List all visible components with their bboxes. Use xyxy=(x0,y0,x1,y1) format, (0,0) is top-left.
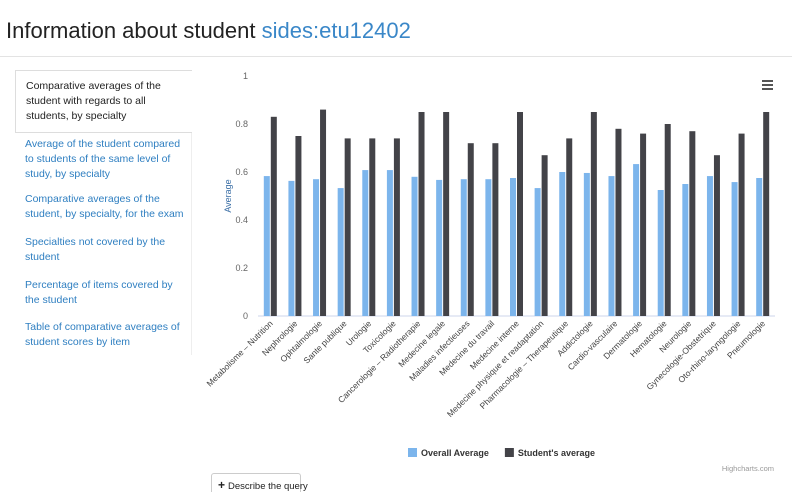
x-tick-label: Sante publique xyxy=(301,318,348,365)
bar xyxy=(590,112,597,316)
bar xyxy=(706,176,713,316)
bar xyxy=(517,112,523,316)
bar xyxy=(443,112,450,316)
legend-swatch xyxy=(504,448,514,457)
page-title: Information about student sides:etu12402 xyxy=(6,18,411,44)
legend-label: Student's average xyxy=(518,448,595,458)
bar xyxy=(559,172,566,316)
bar xyxy=(411,176,418,316)
bar xyxy=(270,116,277,316)
bar xyxy=(485,179,492,316)
bar xyxy=(664,124,671,316)
y-tick-label: 0.2 xyxy=(235,263,248,273)
nav-item[interactable]: Specialties not covered by the student xyxy=(25,236,166,263)
bar xyxy=(288,180,295,316)
menu-icon[interactable] xyxy=(762,80,773,90)
sidebar: Comparative averages of the student with… xyxy=(15,70,192,355)
menu-bar xyxy=(762,80,773,82)
bar xyxy=(460,179,467,316)
bar xyxy=(393,138,400,316)
student-id[interactable]: sides:etu12402 xyxy=(261,18,411,43)
bar xyxy=(731,182,738,316)
y-tick-label: 0.4 xyxy=(235,215,248,225)
bar xyxy=(386,170,393,316)
nav-item[interactable]: Comparative averages of the student, by … xyxy=(25,193,184,220)
y-tick-label: 1 xyxy=(243,71,248,81)
bar xyxy=(657,190,664,316)
legend-label: Overall Average xyxy=(421,448,489,458)
bar xyxy=(295,136,302,316)
bar xyxy=(534,188,541,316)
y-tick-label: 0.8 xyxy=(235,119,248,129)
bar xyxy=(608,176,615,316)
bar xyxy=(510,178,516,316)
bar xyxy=(633,164,640,316)
bar xyxy=(583,172,590,316)
bar xyxy=(344,138,351,316)
nav-item[interactable]: Table of comparative averages of student… xyxy=(25,321,180,348)
bar xyxy=(313,179,320,316)
y-tick-label: 0 xyxy=(243,311,248,321)
bar xyxy=(337,188,344,316)
y-axis-title: Average xyxy=(223,179,233,212)
describe-query-button[interactable]: + Describe the query xyxy=(211,473,308,492)
bar xyxy=(640,133,647,316)
nav-item[interactable]: Comparative averages of the student with… xyxy=(15,70,192,133)
bar xyxy=(566,138,573,316)
bar xyxy=(713,155,720,316)
bar xyxy=(418,112,425,316)
bar xyxy=(682,184,689,316)
title-text: Information about student xyxy=(6,18,256,43)
nav-item[interactable]: Percentage of items covered by the stude… xyxy=(25,279,173,306)
bar xyxy=(320,109,327,316)
bar xyxy=(689,131,696,316)
menu-bar xyxy=(762,88,773,90)
bar xyxy=(263,176,270,316)
y-tick-label: 0.6 xyxy=(235,167,248,177)
bar xyxy=(615,128,622,316)
bar xyxy=(362,170,369,316)
bar xyxy=(467,143,474,316)
button-label: Describe the query xyxy=(228,481,308,492)
bar xyxy=(738,133,745,316)
bar xyxy=(756,178,763,316)
nav-item[interactable]: Average of the student compared to stude… xyxy=(25,138,181,180)
credits: Highcharts.com xyxy=(722,464,774,473)
menu-bar xyxy=(762,84,773,86)
bar xyxy=(763,112,770,316)
divider xyxy=(0,56,792,57)
bar xyxy=(369,138,376,316)
bar xyxy=(492,143,499,316)
bar xyxy=(541,155,548,316)
bar xyxy=(436,179,443,316)
legend-swatch xyxy=(408,448,417,457)
